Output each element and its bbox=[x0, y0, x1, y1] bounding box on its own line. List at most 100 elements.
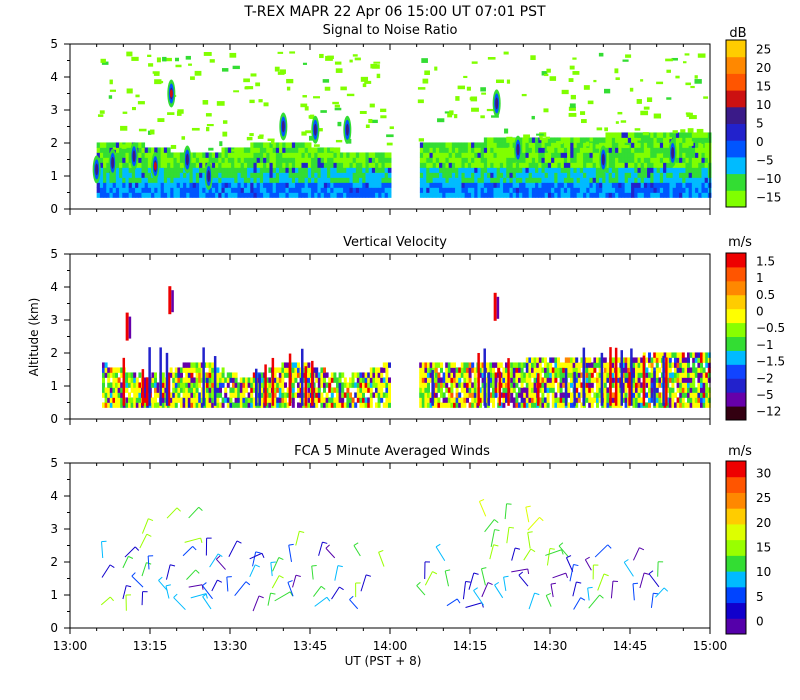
snr-cell bbox=[611, 182, 616, 188]
vel-cell bbox=[216, 367, 220, 373]
vel-cell bbox=[515, 382, 519, 388]
snr-cell bbox=[269, 167, 274, 173]
vel-cell bbox=[546, 387, 550, 393]
vel-cell bbox=[705, 377, 709, 383]
vel-cell bbox=[689, 382, 693, 388]
snr-cell bbox=[346, 172, 350, 178]
vel-cell bbox=[463, 372, 467, 378]
wind-barb-flag bbox=[530, 548, 536, 553]
vel-cell bbox=[234, 392, 238, 398]
snr-cell bbox=[176, 157, 181, 163]
vel-cell bbox=[278, 372, 282, 378]
snr-cell bbox=[448, 187, 453, 193]
vel-cell bbox=[427, 387, 430, 393]
snr-cell bbox=[263, 182, 267, 188]
vel-cell bbox=[515, 397, 519, 403]
vel-cell bbox=[588, 367, 592, 373]
snr-cell bbox=[496, 152, 501, 158]
vel-cell bbox=[364, 387, 368, 393]
wind-barb-staff bbox=[480, 568, 486, 586]
snr-cell bbox=[167, 152, 171, 158]
snr-cell bbox=[544, 142, 549, 148]
snr-cell bbox=[218, 177, 222, 183]
snr-cell bbox=[202, 192, 206, 198]
vel-cell bbox=[421, 387, 425, 393]
snr-cell bbox=[295, 142, 299, 148]
snr-cell bbox=[679, 177, 683, 183]
vel-cell bbox=[687, 392, 690, 398]
snr-cell bbox=[682, 152, 686, 158]
snr-cell bbox=[375, 157, 379, 163]
snr-cell bbox=[272, 147, 277, 153]
vel-cell bbox=[505, 377, 508, 383]
vel-cell bbox=[232, 377, 235, 383]
vel-cell bbox=[172, 392, 176, 398]
vel-cell bbox=[687, 387, 690, 393]
vel-cell bbox=[489, 372, 493, 378]
snr-cell bbox=[426, 147, 430, 153]
vel-cell bbox=[671, 397, 675, 403]
snr-cell bbox=[442, 167, 446, 173]
snr-cell bbox=[160, 192, 165, 198]
snr-cell bbox=[423, 177, 427, 183]
snr-speck bbox=[154, 79, 162, 85]
snr-cell bbox=[103, 192, 107, 198]
vel-cell bbox=[694, 372, 698, 378]
vel-cell bbox=[138, 402, 142, 408]
snr-cell bbox=[573, 142, 578, 148]
snr-cell bbox=[554, 147, 558, 153]
vel-cell bbox=[195, 372, 199, 378]
vel-cell bbox=[294, 392, 298, 398]
vel-cell bbox=[486, 367, 490, 373]
snr-cell bbox=[314, 147, 318, 153]
snr-cell bbox=[323, 167, 328, 173]
vel-cell bbox=[323, 377, 326, 383]
vel-cell bbox=[372, 377, 376, 383]
snr-speck bbox=[640, 79, 644, 82]
vel-cell bbox=[559, 377, 563, 383]
snr-cell bbox=[663, 142, 667, 148]
vel-cell bbox=[229, 387, 233, 393]
snr-cell bbox=[243, 192, 248, 198]
wind-barb-flag bbox=[566, 555, 572, 559]
snr-cell bbox=[119, 172, 123, 178]
snr-cell bbox=[304, 152, 309, 158]
snr-speck bbox=[604, 88, 611, 94]
vel-cell bbox=[182, 367, 186, 373]
snr-cell bbox=[173, 162, 178, 168]
vel-cell bbox=[273, 397, 277, 403]
snr-speck bbox=[277, 71, 285, 75]
snr-cell bbox=[240, 147, 245, 153]
snr-cell bbox=[560, 192, 565, 198]
snr-cell bbox=[205, 187, 210, 193]
snr-cell bbox=[685, 192, 690, 198]
snr-cell bbox=[167, 192, 171, 198]
vel-cell bbox=[278, 382, 282, 388]
snr-cell bbox=[269, 152, 274, 158]
snr-speck bbox=[543, 108, 549, 113]
snr-cell bbox=[499, 137, 504, 143]
snr-cell bbox=[106, 142, 110, 148]
vel-cell bbox=[341, 392, 345, 398]
snr-cell bbox=[323, 187, 328, 193]
snr-cell bbox=[115, 192, 120, 198]
snr-cell bbox=[554, 182, 558, 188]
snr-speck bbox=[371, 119, 378, 124]
snr-cell bbox=[493, 192, 498, 198]
vel-cell bbox=[658, 392, 662, 398]
vel-cell bbox=[377, 367, 381, 373]
snr-cell bbox=[509, 177, 514, 183]
vel-cell bbox=[687, 382, 690, 388]
vel-cell bbox=[520, 372, 524, 378]
vel-cell bbox=[486, 362, 490, 368]
snr-cell bbox=[528, 187, 533, 193]
snr-cell bbox=[285, 167, 290, 173]
snr-cell bbox=[570, 137, 574, 143]
snr-cell bbox=[243, 182, 248, 188]
snr-cell bbox=[528, 172, 533, 178]
vel-cell bbox=[676, 377, 680, 383]
vel-cell bbox=[551, 392, 555, 398]
vel-cell bbox=[356, 392, 360, 398]
snr-cell bbox=[330, 157, 334, 163]
snr-cell bbox=[653, 162, 658, 168]
